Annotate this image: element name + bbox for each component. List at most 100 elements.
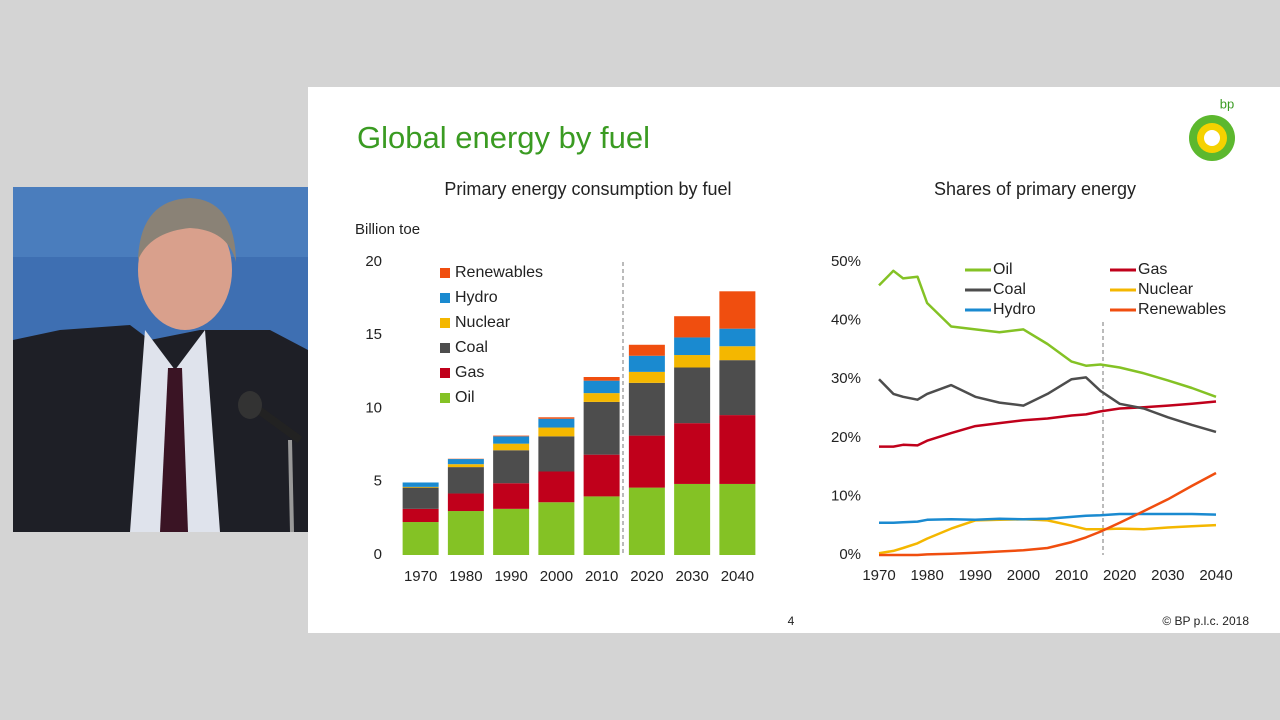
legend-swatch bbox=[440, 268, 450, 278]
line bbox=[879, 512, 1217, 525]
bar-segment bbox=[493, 483, 530, 509]
x-tick-label: 1970 bbox=[404, 568, 437, 585]
bar-segment bbox=[402, 486, 439, 488]
bar-segment bbox=[447, 467, 484, 494]
bar-segment bbox=[493, 436, 530, 444]
line bbox=[878, 269, 1217, 398]
legend-label: Hydro bbox=[993, 301, 1036, 318]
x-tick-label: 2040 bbox=[721, 568, 754, 585]
x-tick-label: 2010 bbox=[1055, 567, 1088, 584]
bar-segment bbox=[538, 436, 575, 472]
bar-segment bbox=[447, 511, 484, 555]
bar-segment bbox=[583, 377, 620, 381]
bar-segment bbox=[674, 316, 711, 338]
y-tick-label: 20 bbox=[365, 253, 382, 270]
x-tick-label: 1980 bbox=[449, 568, 482, 585]
y-tick-label: 30% bbox=[831, 370, 861, 387]
y-tick-label: 20% bbox=[831, 429, 861, 446]
bar-segment bbox=[628, 371, 665, 383]
legend-swatch bbox=[440, 393, 450, 403]
bar-segment bbox=[493, 450, 530, 484]
bar-segment bbox=[628, 382, 665, 436]
bar-segment bbox=[447, 459, 484, 465]
bar-segment bbox=[674, 337, 711, 356]
legend-label: Coal bbox=[993, 281, 1026, 298]
bar-segment bbox=[628, 355, 665, 372]
bar-segment bbox=[674, 367, 711, 424]
x-tick-label: 2000 bbox=[1007, 567, 1040, 584]
legend-swatch bbox=[440, 318, 450, 328]
bar-segment bbox=[674, 355, 711, 368]
y-tick-label: 10 bbox=[365, 399, 382, 416]
bar-segment bbox=[447, 493, 484, 512]
bar-segment bbox=[628, 435, 665, 488]
bar-segment bbox=[674, 483, 711, 555]
bar-segment bbox=[628, 487, 665, 555]
bar-segment bbox=[719, 415, 756, 484]
x-tick-label: 2010 bbox=[585, 568, 618, 585]
bar-segment bbox=[402, 487, 439, 509]
bar-segment bbox=[402, 482, 439, 487]
bar-segment bbox=[719, 346, 756, 361]
bar-segment bbox=[493, 435, 530, 437]
logo-text: bp bbox=[1220, 96, 1234, 111]
bar-segment bbox=[538, 427, 575, 437]
y-tick-label: 15 bbox=[365, 326, 382, 343]
speaker-video bbox=[13, 187, 308, 533]
bar-segment bbox=[628, 344, 665, 356]
legend-label: Renewables bbox=[455, 264, 543, 281]
x-tick-label: 2030 bbox=[675, 568, 708, 585]
legend-label: Oil bbox=[993, 261, 1013, 278]
y-tick-label: 5 bbox=[374, 473, 382, 490]
x-tick-label: 1990 bbox=[494, 568, 527, 585]
line bbox=[878, 376, 1217, 434]
legend-label: Gas bbox=[1138, 261, 1167, 278]
line bbox=[879, 471, 1217, 557]
bar-segment bbox=[493, 508, 530, 555]
x-tick-label: 2020 bbox=[630, 568, 663, 585]
legend-label: Nuclear bbox=[1138, 281, 1194, 298]
x-tick-label: 1970 bbox=[862, 567, 895, 584]
bar-segment bbox=[719, 360, 756, 416]
y-axis-label: Billion toe bbox=[355, 221, 420, 238]
bar-segment bbox=[719, 328, 756, 347]
bar-segment bbox=[674, 423, 711, 484]
y-tick-label: 0 bbox=[374, 546, 382, 563]
bar-segment bbox=[583, 393, 620, 402]
bar-segment bbox=[583, 380, 620, 394]
x-tick-label: 2000 bbox=[540, 568, 573, 585]
bar-segment bbox=[538, 502, 575, 555]
bar-segment bbox=[538, 418, 575, 428]
copyright: © BP p.l.c. 2018 bbox=[1162, 614, 1249, 628]
bar-segment bbox=[402, 522, 439, 555]
bar-segment bbox=[447, 464, 484, 468]
bar-segment bbox=[719, 291, 756, 329]
y-tick-label: 0% bbox=[839, 546, 861, 563]
legend-label: Nuclear bbox=[455, 314, 511, 331]
slide-title: Global energy by fuel bbox=[357, 120, 650, 155]
bar-segment bbox=[538, 471, 575, 503]
legend-swatch bbox=[440, 368, 450, 378]
x-tick-label: 1990 bbox=[959, 567, 992, 584]
bar-segment bbox=[538, 417, 575, 419]
x-tick-label: 1980 bbox=[910, 567, 943, 584]
y-tick-label: 40% bbox=[831, 312, 861, 329]
bar-segment bbox=[583, 401, 620, 455]
bar-segment bbox=[493, 443, 530, 451]
line bbox=[879, 400, 1217, 448]
legend-swatch bbox=[440, 343, 450, 353]
bar-segment bbox=[583, 496, 620, 555]
legend-label: Coal bbox=[455, 339, 488, 356]
y-tick-label: 10% bbox=[831, 487, 861, 504]
x-tick-label: 2020 bbox=[1103, 567, 1136, 584]
bar-segment bbox=[583, 454, 620, 497]
chart-title: Shares of primary energy bbox=[934, 179, 1136, 199]
y-tick-label: 50% bbox=[831, 253, 861, 270]
page-number: 4 bbox=[788, 614, 795, 628]
bar-segment bbox=[719, 483, 756, 555]
x-tick-label: 2040 bbox=[1199, 567, 1232, 584]
bar-segment bbox=[402, 508, 439, 523]
legend-label: Gas bbox=[455, 364, 484, 381]
